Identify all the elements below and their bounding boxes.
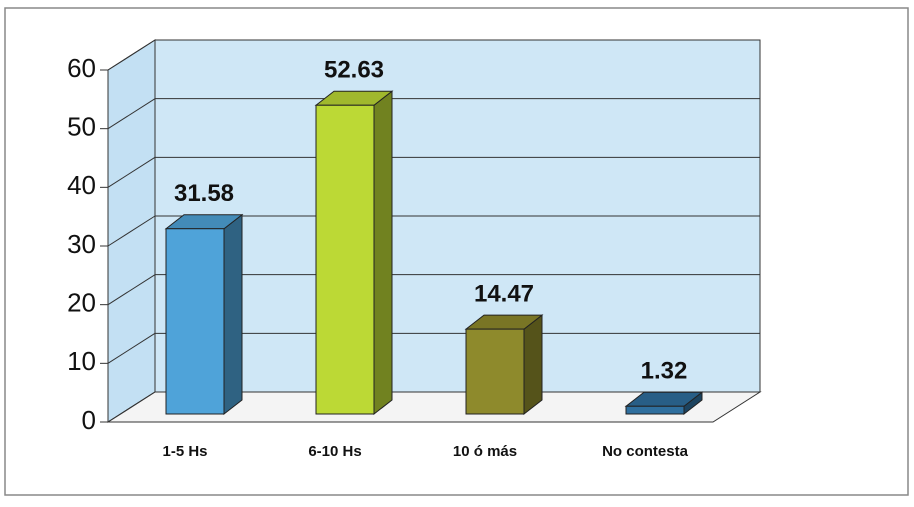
y-tick-label: 60 bbox=[67, 53, 96, 83]
y-tick-label: 40 bbox=[67, 170, 96, 200]
bar-side bbox=[373, 90, 393, 416]
grid-line bbox=[107, 156, 156, 188]
value-label: 1.32 bbox=[641, 358, 688, 385]
x-tick-label: No contesta bbox=[602, 443, 689, 460]
value-label: 14.47 bbox=[474, 280, 534, 307]
value-label: 52.63 bbox=[324, 57, 384, 84]
y-tick-label: 50 bbox=[67, 112, 96, 142]
grid-line bbox=[107, 98, 156, 130]
value-label: 31.58 bbox=[174, 180, 234, 207]
bar-side bbox=[523, 314, 543, 416]
y-tick-label: 20 bbox=[67, 288, 96, 318]
x-tick-label: 6-10 Hs bbox=[308, 443, 361, 460]
y-tick-label: 10 bbox=[67, 346, 96, 376]
bar-side bbox=[223, 213, 243, 416]
y-tick-label: 30 bbox=[67, 229, 96, 259]
y-tick-label: 0 bbox=[82, 405, 96, 435]
grid-line bbox=[107, 274, 156, 306]
x-tick-label: 1-5 Hs bbox=[162, 443, 207, 460]
x-tick-label: 10 ó más bbox=[453, 443, 517, 460]
bar bbox=[465, 328, 525, 415]
bar bbox=[315, 104, 375, 415]
grid-line bbox=[107, 391, 156, 423]
grid-line bbox=[107, 39, 156, 71]
grid-line bbox=[107, 215, 156, 247]
grid-line bbox=[107, 332, 156, 364]
bar bbox=[165, 228, 225, 415]
bar bbox=[625, 405, 685, 415]
